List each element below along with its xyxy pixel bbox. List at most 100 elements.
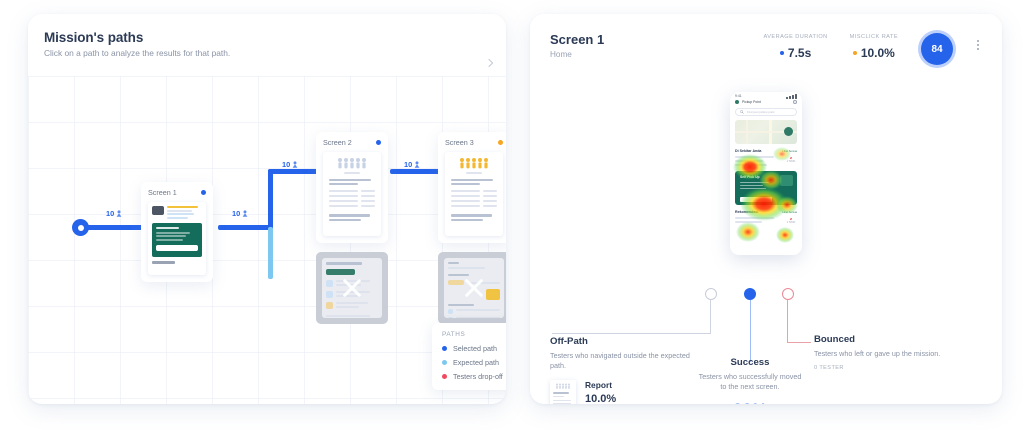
flow-node-screen-3[interactable]: Screen 3 [438,132,506,243]
report-thumbnail [550,380,576,404]
edge-label-2: 10 [232,209,248,218]
phone-status-time: 9:41 [735,94,742,98]
edge-start-to-screen1[interactable] [86,225,148,230]
flow-node-dropoff-2[interactable] [438,252,506,324]
paths-legend-title: PATHS [442,331,466,338]
legend-label-testers-dropoff: Testers drop-off [453,372,503,381]
screen-detail-card: Screen 1 Home AVERAGE DURATION 7.5s MISC… [530,14,1002,404]
flow-node-screen-2-thumbnail [323,152,381,236]
chevron-right-icon[interactable] [486,58,496,68]
metric-misclick-rate-value: 10.0% [850,46,898,60]
phone-promo-card[interactable]: Self Pick Up [735,171,797,205]
edge-label-4: 10 [404,160,420,169]
legend-label-expected-path: Expected path [453,358,499,367]
path-flow-canvas[interactable]: 10 10 10 10 [28,14,506,404]
flow-node-dropoff-1[interactable] [316,252,388,324]
flow-node-screen-3-thumbnail [445,152,503,236]
marker-success[interactable] [744,288,756,300]
outcome-bounced: Bounced Testers who left or gave up the … [814,334,964,371]
flow-node-screen-3-status-dot [498,140,503,145]
person-icon [292,161,298,168]
mission-paths-header: Mission's paths Click on a path to analy… [28,14,506,58]
outcome-off-path-description: Testers who navigated outside the expect… [550,351,690,371]
leader-off-path-vertical [710,300,712,334]
edge-label-2-value: 10 [232,209,241,218]
legend-dot-selected-path [442,346,447,351]
marker-off-path[interactable] [705,288,717,300]
score-value: 84 [921,33,953,65]
person-icon [242,210,248,217]
phone-search-placeholder: Find your pickup point [747,110,775,114]
edge-screen2-to-screen3[interactable] [390,169,446,174]
outcome-success-value: 90% [698,400,802,404]
paths-legend: PATHS Selected path Expected path Tester… [432,323,506,390]
legend-item-selected-path[interactable]: Selected path [442,344,506,353]
flow-node-screen-1[interactable]: Screen 1 [141,182,213,282]
legend-item-expected-path[interactable]: Expected path [442,358,506,367]
flow-node-screen-2[interactable]: Screen 2 [316,132,388,243]
flow-grid-background [28,76,506,404]
edge-branch-to-screen2[interactable] [268,169,324,174]
drop-off-x-icon [343,279,361,297]
edge-screen1-to-branch[interactable] [218,225,273,230]
leader-bounced-horizontal [787,342,811,343]
phone-mockup[interactable]: 9:41 Pickup Point [730,92,802,255]
outcome-bounced-title: Bounced [814,334,856,345]
metric-average-duration-label: AVERAGE DURATION [763,34,828,40]
flow-node-screen-1-thumbnail [148,202,206,275]
person-icon [414,161,420,168]
page-title: Mission's paths [44,30,144,45]
flow-node-screen-1-title: Screen 1 [148,188,177,197]
phone-search-input[interactable]: Find your pickup point [735,108,797,116]
flow-node-screen-3-title: Screen 3 [445,138,474,147]
phone-section-2-link[interactable]: Lihat Semua [782,210,797,214]
screen-title: Screen 1 [550,32,605,47]
metric-average-duration-value: 7.5s [763,46,827,60]
edge-label-3-value: 10 [282,160,291,169]
outcome-bounced-description: Testers who left or gave up the mission. [814,349,941,358]
flow-node-screen-3-header: Screen 3 [445,138,503,147]
flow-node-screen-2-header: Screen 2 [323,138,381,147]
outcome-success-description: Testers who successfully moved to the ne… [698,372,802,392]
edge-label-1-value: 10 [106,209,115,218]
phone-status-bar: 9:41 [730,92,802,100]
phone-section-1-link[interactable]: Lihat Semua [782,149,797,153]
phone-section-2-title: Rekomendasi [735,210,759,214]
legend-label-selected-path: Selected path [453,344,497,353]
rating-people-icon [460,158,488,169]
metric-misclick-rate: MISCLICK RATE 10.0% [850,34,898,60]
leader-bounced-vertical [787,300,789,343]
marker-bounced[interactable] [782,288,794,300]
kebab-menu-icon[interactable] [972,40,984,50]
edge-branch-up[interactable] [268,169,273,229]
edge-label-3: 10 [282,160,298,169]
screen-subtitle: Home [550,50,572,59]
outcome-success-title: Success [730,357,770,368]
screen-detail-header: Screen 1 Home AVERAGE DURATION 7.5s MISC… [530,14,1002,68]
off-path-report[interactable]: Report 10.0% 1 TESTER [550,380,700,404]
screen-score-badge: 84 [918,30,956,68]
bell-icon [793,100,797,104]
phone-app-title: Pickup Point [742,100,761,104]
leader-success-vertical [749,300,751,362]
flow-start-node[interactable] [72,219,89,236]
screen-preview-wrap: 9:41 Pickup Point [530,92,1002,255]
legend-item-testers-dropoff[interactable]: Testers drop-off [442,372,506,381]
phone-status-icons [786,93,797,99]
edge-expected-dropoff[interactable] [268,227,273,279]
metric-average-duration: AVERAGE DURATION 7.5s [763,34,827,60]
screen-metrics: AVERAGE DURATION 7.5s MISCLICK RATE 10.0… [763,32,898,60]
outcome-off-path: Off-Path Testers who navigated outside t… [550,336,700,404]
phone-map-preview [735,120,797,144]
page-subtitle: Click on a path to analyze the results f… [44,48,231,58]
phone-section-1-title: Di Sekitar Anda [735,149,762,153]
outcome-success: Success Testers who successfully moved t… [698,357,802,404]
legend-dot-expected-path [442,360,447,365]
report-people-icon [556,383,570,390]
flow-node-screen-1-header: Screen 1 [148,188,206,197]
report-meta: Report 10.0% 1 TESTER [585,380,616,404]
screen-detail-titles: Screen 1 Home [550,32,604,59]
person-icon [116,210,122,217]
edge-label-1: 10 [106,209,122,218]
